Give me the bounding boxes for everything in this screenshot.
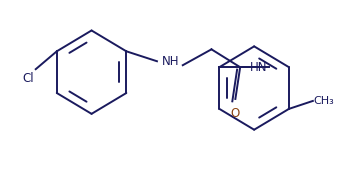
Text: NH: NH (162, 55, 179, 68)
Text: Cl: Cl (22, 72, 34, 85)
Text: CH₃: CH₃ (314, 96, 335, 106)
Text: O: O (231, 107, 240, 120)
Text: HN: HN (250, 61, 267, 74)
